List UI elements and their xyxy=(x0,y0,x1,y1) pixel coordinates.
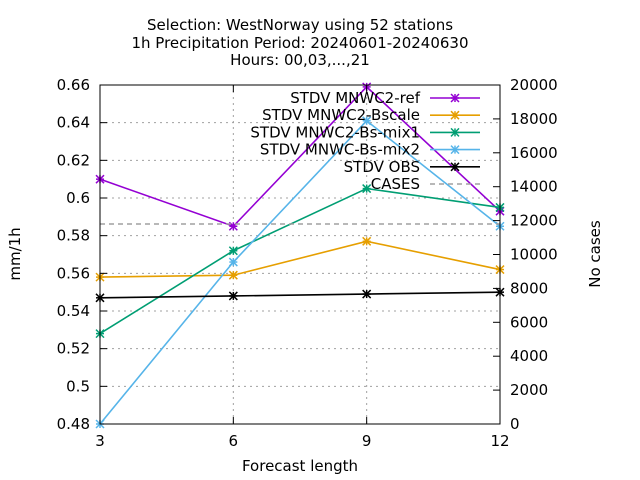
y2-tick-label: 12000 xyxy=(510,212,558,230)
marker-stroke xyxy=(228,246,238,256)
marker-stroke xyxy=(450,162,460,172)
series-stdv-obs xyxy=(95,287,505,303)
data-point xyxy=(228,291,238,301)
legend-label: STDV MNWC2-Bscale xyxy=(262,106,420,124)
y2-axis-label: No cases xyxy=(586,220,604,288)
data-point xyxy=(362,184,372,194)
marker-stroke xyxy=(362,116,372,126)
x-tick-label: 12 xyxy=(490,432,509,450)
data-point xyxy=(450,162,460,172)
marker-stroke xyxy=(228,257,238,267)
y-tick-label: 0.64 xyxy=(57,114,90,132)
x-tick-label: 9 xyxy=(362,432,372,450)
data-point xyxy=(362,236,372,246)
y-tick-label: 0.58 xyxy=(57,227,90,245)
y2-tick-label: 8000 xyxy=(510,279,548,297)
series-stdv-mnwc2-bs-mix1 xyxy=(95,184,505,339)
marker-stroke xyxy=(450,93,460,103)
legend-item-stdv-mnwc2-bscale: STDV MNWC2-Bscale xyxy=(262,106,480,124)
title-line-2: 1h Precipitation Period: 20240601-202406… xyxy=(131,34,468,52)
marker-stroke xyxy=(362,236,372,246)
y-tick-label: 0.6 xyxy=(66,189,90,207)
series-line xyxy=(99,240,501,278)
title-line-3: Hours: 00,03,...,21 xyxy=(230,51,370,69)
data-point xyxy=(228,270,238,280)
legend-label: STDV MNWC-Bs-mix2 xyxy=(260,141,420,159)
series-line xyxy=(99,119,501,425)
data-point xyxy=(450,93,460,103)
x-axis-label: Forecast length xyxy=(242,457,358,475)
marker-stroke xyxy=(228,291,238,301)
y2-tick-label: 6000 xyxy=(510,313,548,331)
data-point xyxy=(362,289,372,299)
data-point xyxy=(450,145,460,155)
y-tick-label: 0.56 xyxy=(57,264,90,282)
marker-stroke xyxy=(450,145,460,155)
marker-stroke xyxy=(362,289,372,299)
y2-tick-label: 10000 xyxy=(510,246,558,264)
data-point xyxy=(450,127,460,137)
y2-tick-label: 0 xyxy=(510,415,520,433)
y-tick-label: 0.48 xyxy=(57,415,90,433)
chart-title: Selection: WestNorway using 52 stations … xyxy=(131,16,468,69)
axes-ticks: 0.48 0.5 0.52 0.54 0.56 0.58 0.6 0.62 0.64 0.66 0 2… xyxy=(57,76,558,450)
y-tick-label: 0.66 xyxy=(57,76,90,94)
y-tick-label: 0.52 xyxy=(57,340,90,358)
series-line xyxy=(99,291,501,299)
legend-item-stdv-mnwc2-ref: STDV MNWC2-ref xyxy=(290,89,480,107)
data-point xyxy=(228,257,238,267)
y2-tick-label: 18000 xyxy=(510,110,558,128)
x-tick-label: 6 xyxy=(229,432,239,450)
series-layer xyxy=(95,82,505,429)
y-tick-label: 0.54 xyxy=(57,302,90,320)
data-point xyxy=(362,116,372,126)
legend-label: STDV MNWC2-ref xyxy=(290,89,420,107)
title-line-1: Selection: WestNorway using 52 stations xyxy=(147,16,453,34)
data-point xyxy=(228,246,238,256)
marker-stroke xyxy=(362,184,372,194)
y2-tick-label: 2000 xyxy=(510,381,548,399)
series-line xyxy=(99,187,501,335)
legend-label: CASES xyxy=(371,175,420,193)
marker-stroke xyxy=(450,110,460,120)
marker-stroke xyxy=(450,127,460,137)
x-tick-label: 3 xyxy=(95,432,105,450)
y-tick-label: 0.5 xyxy=(66,377,90,395)
y-axis-label: mm/1h xyxy=(6,227,24,280)
y2-tick-label: 16000 xyxy=(510,144,558,162)
series-stdv-mnwc2-bscale xyxy=(95,236,505,282)
series-stdv-mnwc-bs-mix2 xyxy=(95,116,505,429)
legend-label: STDV OBS xyxy=(344,158,420,176)
legend-item-stdv-mnwc2-bs-mix1: STDV MNWC2-Bs-mix1 xyxy=(250,123,480,141)
legend-item-stdv-obs: STDV OBS xyxy=(344,158,480,176)
y2-tick-label: 14000 xyxy=(510,178,558,196)
legend-item-stdv-mnwc-bs-mix2: STDV MNWC-Bs-mix2 xyxy=(260,141,480,159)
data-point xyxy=(450,110,460,120)
legend-label: STDV MNWC2-Bs-mix1 xyxy=(250,123,420,141)
marker-stroke xyxy=(228,270,238,280)
legend-item-cases: CASES xyxy=(371,175,480,193)
y-tick-label: 0.62 xyxy=(57,151,90,169)
y2-tick-label: 20000 xyxy=(510,76,558,94)
y2-tick-label: 4000 xyxy=(510,347,548,365)
